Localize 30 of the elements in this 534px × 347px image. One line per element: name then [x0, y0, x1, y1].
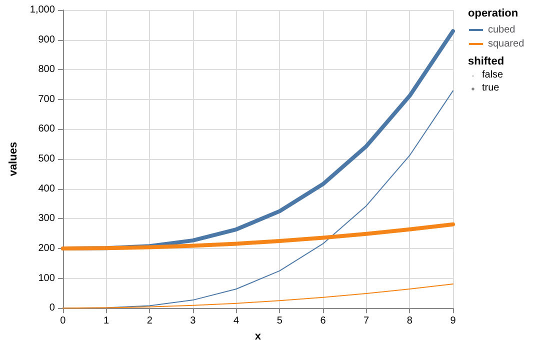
text: shifted	[468, 56, 504, 68]
line-series	[60, 222, 455, 250]
text: true	[482, 82, 500, 94]
x-tick-label: 7	[364, 316, 370, 327]
y-tick-label: 300	[38, 213, 56, 224]
x-tick-label: 2	[146, 316, 153, 327]
x-tick-label: 6	[320, 316, 326, 327]
x-axis-title: x	[254, 330, 262, 342]
legend-label: squared	[488, 38, 524, 50]
y-tick-label: 900	[38, 34, 56, 46]
y-tick-label: 800	[38, 64, 56, 76]
legend-title: operation	[468, 8, 518, 20]
legend-label: cubed	[488, 24, 516, 36]
y-tick-label: 500	[38, 154, 56, 165]
x-tick-label: 1	[103, 316, 110, 327]
y-tick-label: 100	[38, 272, 56, 284]
text: false	[482, 70, 504, 80]
x-tick-label: 5	[276, 316, 283, 327]
x-tick-label: 4	[234, 316, 240, 327]
x-tick-label: 0	[60, 316, 66, 327]
y-tick-label: 400	[38, 183, 56, 194]
y-tick-label: 700	[38, 94, 56, 105]
x-tick-label: 3	[190, 316, 196, 327]
y-tick-label: 0	[49, 302, 56, 314]
y-axis-title: values	[8, 142, 20, 176]
x-tick-label: 8	[406, 316, 413, 327]
x-tick-label: 9	[450, 316, 456, 327]
y-tick-label: 600	[38, 124, 56, 135]
y-tick-label: 1,000	[30, 4, 56, 16]
y-tick-label: 200	[38, 242, 56, 254]
